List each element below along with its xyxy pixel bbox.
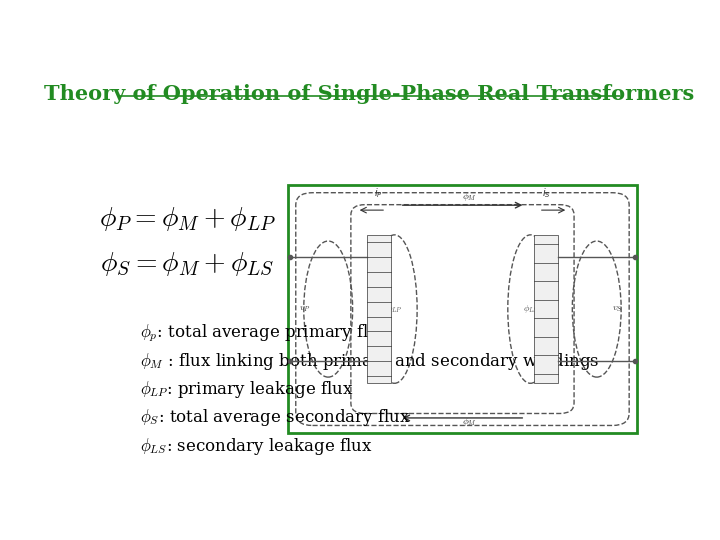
Text: $\phi_M$: $\phi_M$: [462, 191, 477, 202]
Text: $\phi_S = \phi_M + \phi_{LS}$: $\phi_S = \phi_M + \phi_{LS}$: [101, 251, 275, 278]
Text: $\phi_{LS}$: secondary leakage flux: $\phi_{LS}$: secondary leakage flux: [140, 436, 373, 457]
Text: $\phi_P = \phi_M + \phi_{LP}$: $\phi_P = \phi_M + \phi_{LP}$: [99, 205, 276, 233]
Bar: [288, 185, 637, 433]
Text: $\phi_S$: total average secondary flux: $\phi_S$: total average secondary flux: [140, 407, 411, 428]
Text: $\phi_M$ : flux linking both primary and secondary windings: $\phi_M$ : flux linking both primary and…: [140, 351, 600, 372]
Text: $i_S$: $i_S$: [541, 186, 551, 200]
Text: $v_S$: $v_S$: [612, 304, 623, 314]
Text: Theory of Operation of Single-Phase Real Transformers: Theory of Operation of Single-Phase Real…: [44, 84, 694, 104]
Text: $v_P$: $v_P$: [299, 304, 310, 314]
Text: $\phi_M$: $\phi_M$: [462, 416, 477, 428]
Bar: [534, 235, 559, 383]
Text: $\phi_{LS}$: $\phi_{LS}$: [523, 303, 539, 315]
Text: $\phi_p$: total average primary flux: $\phi_p$: total average primary flux: [140, 322, 390, 344]
Bar: [366, 235, 391, 383]
Text: $\phi_{LP}$: $\phi_{LP}$: [386, 303, 402, 315]
Text: $i_P$: $i_P$: [374, 186, 383, 200]
Text: $\phi_{LP}$: primary leakage flux: $\phi_{LP}$: primary leakage flux: [140, 379, 354, 400]
